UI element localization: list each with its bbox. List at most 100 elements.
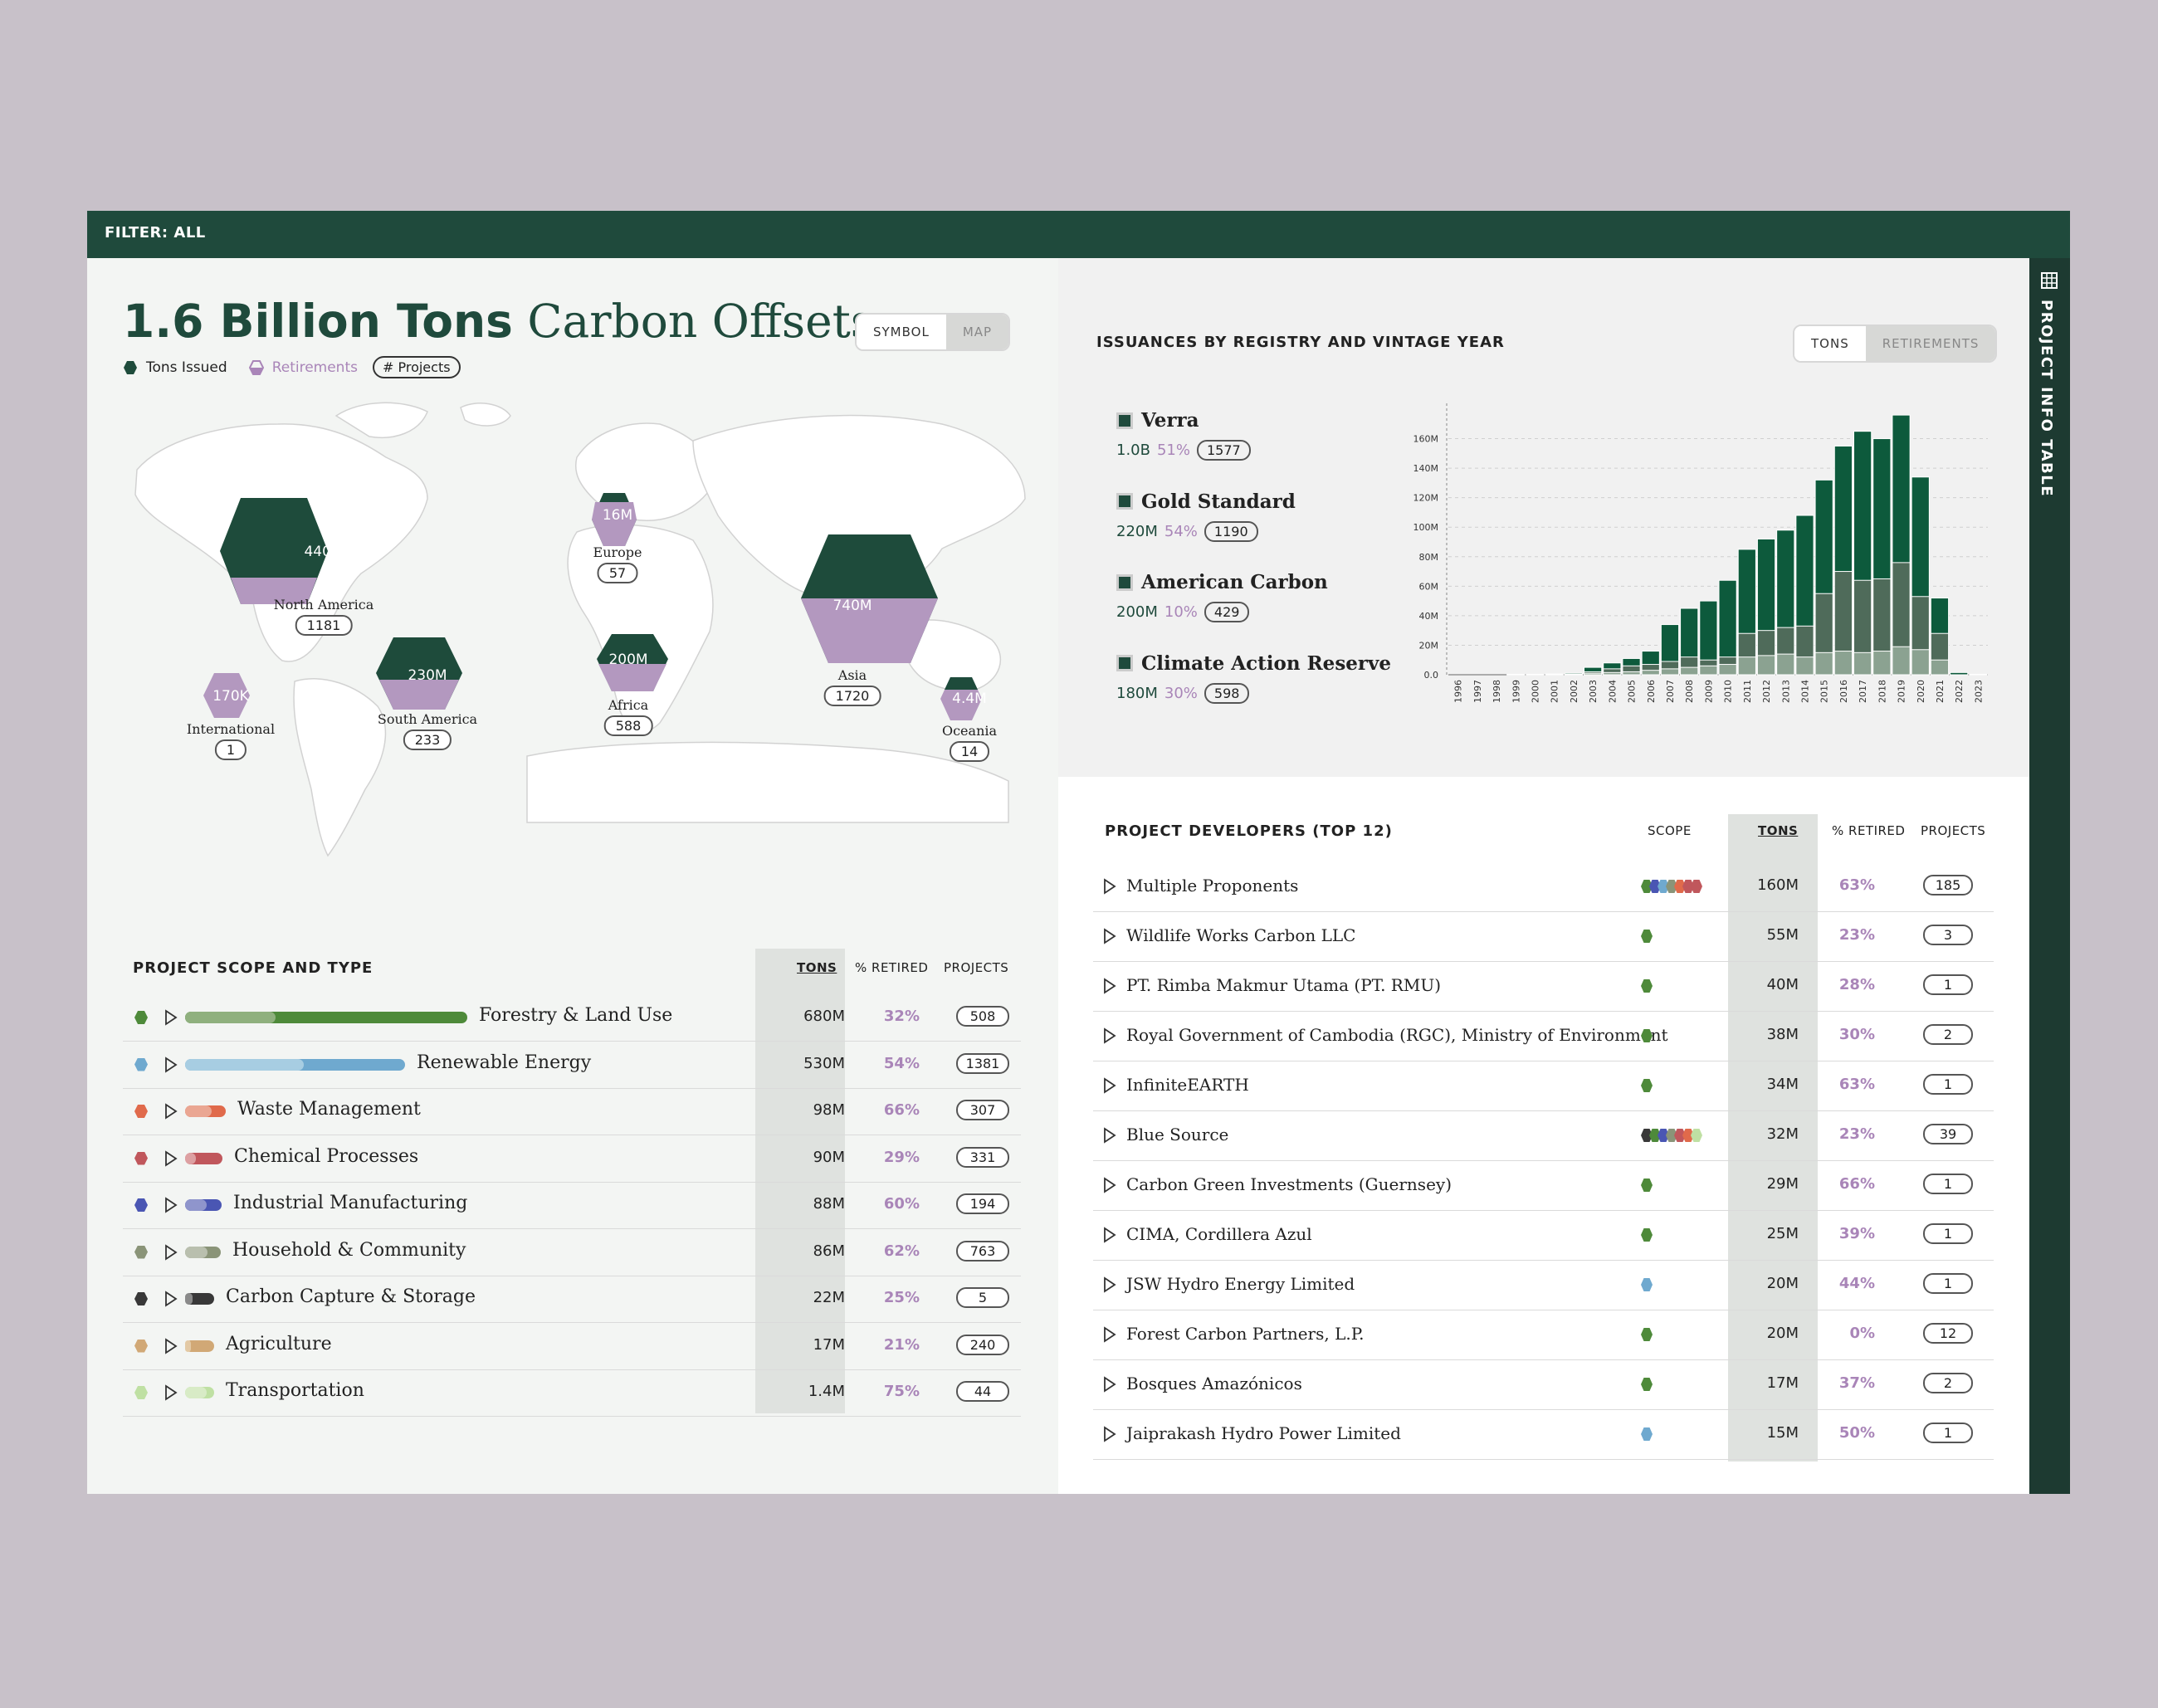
tons-toggle[interactable]: TONS <box>1794 326 1866 361</box>
expand-icon[interactable] <box>164 1337 178 1354</box>
dev-tons-header[interactable]: TONS <box>1758 823 1799 838</box>
developer-name: InfiniteEARTH <box>1126 1075 1249 1095</box>
info-sidebar[interactable]: PROJECT INFO TABLE <box>2029 258 2070 1494</box>
developer-tons: 55M <box>1766 926 1799 944</box>
dev-tons-column-highlight <box>1728 814 1818 1462</box>
developer-row[interactable]: InfiniteEARTH 34M 63% 1 <box>1093 1061 1994 1111</box>
developer-name: Bosques Amazónicos <box>1126 1374 1302 1393</box>
developer-name: JSW Hydro Energy Limited <box>1126 1274 1355 1294</box>
expand-icon[interactable] <box>1103 978 1116 994</box>
expand-icon[interactable] <box>164 1384 178 1401</box>
developer-projects: 1 <box>1923 974 1973 995</box>
scope-row[interactable]: Household & Community 86M 62% 763 <box>123 1229 1021 1276</box>
issuance-chart: 0.0 20M 40M 60M 80M 100M 120M 140M 160M 1996 1997 1… <box>1413 401 1988 703</box>
x-tick-label: 2005 <box>1627 680 1638 703</box>
registry-item[interactable]: Climate Action Reserve 180M 30% 598 <box>1116 652 1391 704</box>
developer-row[interactable]: Royal Government of Cambodia (RGC), Mini… <box>1093 1011 1994 1061</box>
developer-name: Multiple Proponents <box>1126 876 1299 895</box>
scope-hex-icon <box>1641 1079 1653 1092</box>
region-international[interactable]: International 1 <box>187 721 275 760</box>
registry-name: Verra <box>1141 409 1199 432</box>
registry-checkbox[interactable] <box>1116 493 1133 510</box>
developer-tons: 32M <box>1766 1125 1799 1143</box>
region-south-america[interactable]: South America 233 <box>378 711 477 750</box>
expand-icon[interactable] <box>164 1197 178 1213</box>
expand-icon[interactable] <box>164 1243 178 1261</box>
dev-retired-header[interactable]: % RETIRED <box>1832 823 1906 838</box>
scope-row[interactable]: Forestry & Land Use 680M 32% 508 <box>123 994 1021 1042</box>
scope-row[interactable]: Waste Management 98M 66% 307 <box>123 1088 1021 1135</box>
registry-tons: 180M <box>1116 684 1158 702</box>
scope-tons-header[interactable]: TONS <box>797 960 837 975</box>
registry-item[interactable]: Verra 1.0B 51% 1577 <box>1116 409 1251 461</box>
expand-icon[interactable] <box>1103 1227 1116 1243</box>
developer-row[interactable]: CIMA, Cordillera Azul 25M 39% 1 <box>1093 1210 1994 1261</box>
scope-row[interactable]: Carbon Capture & Storage 22M 25% 5 <box>123 1276 1021 1323</box>
x-tick-label: 2008 <box>1684 680 1695 703</box>
expand-icon[interactable] <box>164 1291 178 1307</box>
x-tick-label: 2023 <box>1973 680 1984 703</box>
scope-row[interactable]: Industrial Manufacturing 88M 60% 194 <box>123 1182 1021 1229</box>
y-tick-label: 140M <box>1413 463 1439 474</box>
developer-row[interactable]: Jaiprakash Hydro Power Limited 15M 50% 1 <box>1093 1409 1994 1460</box>
expand-icon[interactable] <box>164 1056 178 1073</box>
expand-icon[interactable] <box>164 1103 178 1120</box>
scope-hex-icon <box>134 1105 148 1118</box>
expand-icon[interactable] <box>1103 1276 1116 1293</box>
registry-name: American Carbon <box>1141 571 1328 593</box>
registry-checkbox[interactable] <box>1116 412 1133 429</box>
developer-row[interactable]: Bosques Amazónicos 17M 37% 2 <box>1093 1359 1994 1410</box>
scope-name: Carbon Capture & Storage <box>226 1286 476 1307</box>
region-africa[interactable]: Africa 588 <box>603 697 653 736</box>
retirements-toggle[interactable]: RETIREMENTS <box>1865 326 1996 361</box>
developer-retired: 23% <box>1838 1125 1875 1143</box>
registry-projects: 429 <box>1204 602 1250 622</box>
expand-icon[interactable] <box>1103 1027 1116 1044</box>
region-name: Asia <box>837 667 867 683</box>
bar-2016-s2 <box>1833 651 1853 676</box>
scope-hex-icon <box>1641 1378 1653 1391</box>
dev-projects-header[interactable]: PROJECTS <box>1921 823 1986 838</box>
expand-icon[interactable] <box>1103 1177 1116 1193</box>
expand-icon[interactable] <box>164 1009 178 1026</box>
expand-icon[interactable] <box>1103 1426 1116 1442</box>
registry-checkbox[interactable] <box>1116 573 1133 591</box>
scope-hex-icon <box>1641 1029 1653 1042</box>
region-north-america[interactable]: North America 1181 <box>274 597 374 636</box>
expand-icon[interactable] <box>1103 1326 1116 1343</box>
scope-projects-header[interactable]: PROJECTS <box>944 960 1009 975</box>
developer-retired: 28% <box>1838 976 1875 993</box>
symbol-toggle[interactable]: SYMBOL <box>857 315 946 349</box>
scope-hex-icon <box>134 1292 148 1305</box>
scope-row[interactable]: Transportation 1.4M 75% 44 <box>123 1369 1021 1417</box>
scope-row[interactable]: Chemical Processes 90M 29% 331 <box>123 1135 1021 1183</box>
scope-row[interactable]: Renewable Energy 530M 54% 1381 <box>123 1042 1021 1089</box>
expand-icon[interactable] <box>164 1149 178 1167</box>
registry-checkbox[interactable] <box>1116 655 1133 671</box>
developer-row[interactable]: Wildlife Works Carbon LLC 55M 23% 3 <box>1093 911 1994 962</box>
expand-icon[interactable] <box>1103 878 1116 895</box>
x-tick-label: 2001 <box>1550 680 1560 703</box>
region-europe[interactable]: Europe 57 <box>593 544 642 583</box>
filter-label[interactable]: FILTER: ALL <box>105 224 206 242</box>
developer-row[interactable]: JSW Hydro Energy Limited 20M 44% 1 <box>1093 1260 1994 1310</box>
expand-icon[interactable] <box>1103 1127 1116 1144</box>
registry-item[interactable]: American Carbon 200M 10% 429 <box>1116 571 1328 622</box>
expand-icon[interactable] <box>1103 928 1116 944</box>
map-toggle[interactable]: MAP <box>945 315 1009 349</box>
region-asia[interactable]: Asia 1720 <box>823 667 881 706</box>
scope-retired-header[interactable]: % RETIRED <box>855 960 929 975</box>
region-projects: 588 <box>603 715 653 736</box>
international-hex <box>203 673 250 718</box>
scope-row[interactable]: Agriculture 17M 21% 240 <box>123 1323 1021 1370</box>
developer-row[interactable]: Blue Source 32M 23% 39 <box>1093 1110 1994 1161</box>
developer-row[interactable]: Forest Carbon Partners, L.P. 20M 0% 12 <box>1093 1310 1994 1360</box>
region-oceania[interactable]: Oceania 14 <box>942 723 997 762</box>
registry-item[interactable]: Gold Standard 220M 54% 1190 <box>1116 490 1296 542</box>
bar-2004-s2 <box>1603 671 1622 676</box>
expand-icon[interactable] <box>1103 1376 1116 1393</box>
developer-row[interactable]: Carbon Green Investments (Guernsey) 29M 66… <box>1093 1160 1994 1211</box>
developer-row[interactable]: Multiple Proponents 160M 63% 185 <box>1093 861 1994 912</box>
developer-row[interactable]: PT. Rimba Makmur Utama (PT. RMU) 40M 28% 1 <box>1093 961 1994 1012</box>
expand-icon[interactable] <box>1103 1077 1116 1094</box>
